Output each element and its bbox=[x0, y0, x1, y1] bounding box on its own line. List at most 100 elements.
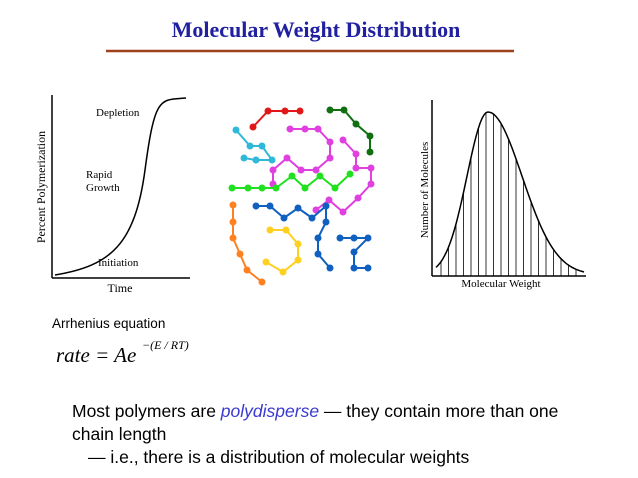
title: Molecular Weight Distribution bbox=[172, 17, 461, 42]
monomer bbox=[249, 123, 257, 131]
annotation: Depletion bbox=[96, 107, 140, 119]
annotation: Growth bbox=[86, 182, 120, 194]
monomer bbox=[322, 202, 330, 210]
chain-bond bbox=[252, 110, 300, 128]
monomer bbox=[316, 172, 324, 180]
monomer bbox=[336, 234, 344, 242]
annotation: Initiation bbox=[98, 257, 139, 269]
monomer bbox=[258, 184, 266, 192]
monomer bbox=[366, 132, 374, 140]
monomer bbox=[339, 136, 347, 144]
monomer bbox=[232, 126, 240, 134]
monomer bbox=[326, 264, 334, 272]
x-label: Time bbox=[108, 281, 133, 295]
monomer bbox=[228, 184, 236, 192]
monomer bbox=[354, 194, 362, 202]
monomer bbox=[367, 164, 375, 172]
monomer bbox=[339, 208, 347, 216]
monomer bbox=[301, 184, 309, 192]
y-label: Percent Polymerization bbox=[34, 131, 48, 243]
monomer bbox=[350, 248, 358, 256]
monomer bbox=[229, 201, 237, 209]
annotation: Rapid bbox=[86, 169, 113, 181]
monomer bbox=[294, 204, 302, 212]
monomer bbox=[258, 278, 266, 286]
monomer bbox=[350, 264, 358, 272]
monomer bbox=[258, 142, 266, 150]
bullet: Most polymers are polydisperse — they co… bbox=[72, 400, 592, 446]
monomer bbox=[296, 107, 304, 115]
s-curve bbox=[54, 97, 187, 276]
bullet: — i.e., there is a distribution of molec… bbox=[88, 446, 469, 469]
monomer bbox=[269, 166, 277, 174]
monomer bbox=[262, 258, 270, 266]
monomer bbox=[283, 154, 291, 162]
chain-bond bbox=[330, 109, 371, 152]
monomer bbox=[268, 156, 276, 164]
monomer bbox=[294, 256, 302, 264]
monomer bbox=[272, 184, 280, 192]
monomer bbox=[252, 156, 260, 164]
x-label: Molecular Weight bbox=[461, 278, 540, 290]
monomer bbox=[331, 184, 339, 192]
monomer bbox=[279, 268, 287, 276]
chain-bond bbox=[235, 129, 274, 161]
monomer bbox=[243, 266, 251, 274]
monomer bbox=[236, 250, 244, 258]
monomer bbox=[367, 180, 375, 188]
monomer bbox=[340, 106, 348, 114]
monomer bbox=[326, 154, 334, 162]
chain-bond bbox=[265, 229, 299, 274]
monomer bbox=[266, 202, 274, 210]
chain-bond bbox=[272, 128, 331, 184]
monomer bbox=[281, 107, 289, 115]
text: — i.e., there is a distribution of molec… bbox=[88, 447, 470, 467]
monomer bbox=[246, 142, 254, 150]
monomer bbox=[346, 170, 354, 178]
monomer bbox=[352, 120, 360, 128]
emphasis: polydisperse bbox=[220, 401, 320, 421]
monomer bbox=[229, 218, 237, 226]
monomer bbox=[366, 148, 374, 156]
monomer bbox=[286, 125, 294, 133]
polymer-chains bbox=[228, 106, 375, 286]
monomer bbox=[325, 196, 333, 204]
monomer bbox=[301, 125, 309, 133]
monomer bbox=[252, 202, 260, 210]
text: Most polymers are bbox=[72, 401, 221, 421]
chain-bond bbox=[315, 139, 372, 214]
monomer bbox=[312, 206, 320, 214]
monomer bbox=[264, 107, 272, 115]
monomer bbox=[244, 184, 252, 192]
chain-bond bbox=[256, 203, 331, 269]
monomer bbox=[229, 234, 237, 242]
monomer bbox=[352, 150, 360, 158]
monomer bbox=[266, 226, 274, 234]
polymerization-graph: Depletion Rapid Growth Initiation Time P… bbox=[34, 95, 190, 295]
monomer bbox=[352, 164, 360, 172]
monomer bbox=[364, 264, 372, 272]
monomer bbox=[312, 166, 320, 174]
text: — they contain more than one chain lengt… bbox=[72, 401, 559, 444]
y-label: Number of Molecules bbox=[419, 142, 431, 239]
monomer bbox=[308, 214, 316, 222]
equation: rate = Ae bbox=[56, 343, 136, 367]
monomer bbox=[326, 106, 334, 114]
monomer bbox=[314, 125, 322, 133]
monomer bbox=[280, 214, 288, 222]
monomer bbox=[240, 154, 248, 162]
monomer bbox=[288, 172, 296, 180]
monomer bbox=[314, 234, 322, 242]
monomer bbox=[282, 226, 290, 234]
bell-curve bbox=[435, 111, 585, 273]
monomer bbox=[326, 138, 334, 146]
distribution-graph: Molecular Weight Number of Molecules bbox=[419, 100, 586, 290]
equation-exponent: −(E / RT) bbox=[142, 338, 189, 352]
equation-caption: Arrhenius equation bbox=[52, 316, 165, 331]
monomer bbox=[322, 218, 330, 226]
monomer bbox=[294, 240, 302, 248]
monomer bbox=[297, 166, 305, 174]
monomer bbox=[364, 234, 372, 242]
